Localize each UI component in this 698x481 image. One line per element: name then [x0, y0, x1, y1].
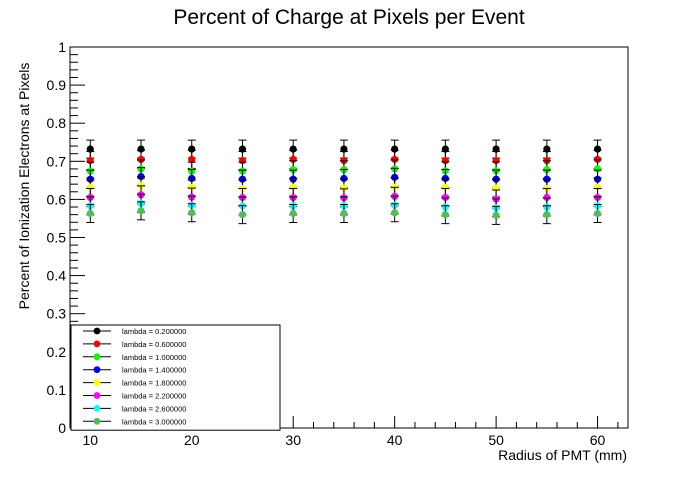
legend: lambda = 0.200000 lambda = 0.600000 lambda…: [70, 324, 281, 431]
legend-label: lambda = 3.000000: [122, 417, 186, 426]
y-tick-label: 0.9: [47, 77, 67, 93]
legend-marker: [93, 405, 101, 412]
data-point: [289, 155, 297, 163]
x-tick-label: 30: [285, 432, 301, 448]
legend-marker: [93, 392, 101, 399]
data-point: [86, 209, 94, 218]
y-tick-label: 0.1: [47, 382, 67, 398]
data-point: [441, 193, 449, 202]
y-tick-label: 0.5: [47, 230, 67, 246]
data-point: [593, 209, 602, 218]
data-point: [238, 211, 247, 219]
data-point: [188, 155, 196, 163]
data-point: [391, 173, 399, 181]
data-point: [340, 184, 348, 192]
data-point: [492, 156, 500, 165]
data-point: [543, 166, 551, 174]
data-point: [86, 145, 94, 153]
legend-marker: [93, 366, 101, 374]
data-point: [86, 183, 94, 191]
data-point: [492, 211, 500, 220]
data-point: [137, 145, 145, 153]
data-point: [340, 174, 348, 183]
y-tick-label: 0: [58, 420, 66, 436]
data-point: [340, 145, 348, 153]
x-tick-label: 10: [83, 432, 99, 448]
legend-marker: [93, 327, 101, 335]
y-tick-label: 1: [58, 39, 66, 55]
data-point: [543, 211, 551, 219]
y-tick-label: 0.3: [47, 306, 67, 322]
y-axis-label: Percent of Ionization Electrons at Pixel…: [16, 63, 32, 310]
x-tick-label: 40: [387, 432, 403, 448]
legend-label: lambda = 1.400000: [122, 366, 186, 375]
legend-label: lambda = 0.600000: [122, 340, 186, 349]
legend-marker: [93, 340, 101, 348]
chart-title: Percent of Charge at Pixels per Event: [173, 6, 525, 29]
data-point: [492, 145, 500, 153]
legend-marker: [93, 353, 101, 361]
legend-label: lambda = 2.600000: [122, 404, 186, 413]
x-tick-label: 20: [184, 432, 200, 448]
y-tick-label: 0.2: [47, 344, 67, 360]
legend-label: lambda = 1.000000: [122, 353, 186, 362]
series-group: [86, 139, 602, 159]
data-point: [441, 211, 449, 219]
data-point: [543, 175, 551, 183]
data-point: [289, 166, 297, 174]
x-tick-label: 50: [488, 432, 504, 448]
data-point: [289, 209, 297, 218]
data-points: [86, 139, 602, 225]
legend-marker: [93, 379, 101, 386]
data-point: [593, 155, 602, 163]
data-point: [188, 183, 196, 191]
data-point: [238, 145, 247, 153]
data-point: [188, 209, 196, 217]
data-point: [441, 156, 449, 165]
data-point: [188, 145, 196, 153]
data-point: [391, 145, 399, 153]
data-point: [137, 155, 145, 163]
data-point: [238, 175, 247, 183]
legend-label: lambda = 1.800000: [122, 379, 186, 388]
legend-label: lambda = 0.200000: [122, 327, 186, 336]
data-point: [593, 183, 602, 191]
data-point: [593, 165, 602, 173]
data-point: [137, 207, 145, 215]
data-point: [289, 183, 297, 191]
y-tick-label: 0.4: [47, 268, 67, 284]
y-tick-label: 0.6: [47, 191, 67, 207]
data-point: [441, 183, 449, 191]
legend-marker: [93, 417, 101, 425]
data-point: [593, 145, 602, 153]
legend-label: lambda = 2.200000: [122, 392, 186, 401]
x-axis-label: Radius of PMT (mm): [498, 447, 627, 463]
data-point: [289, 145, 297, 153]
data-point: [441, 145, 449, 153]
data-point: [543, 193, 551, 202]
legend-box: [70, 324, 281, 431]
x-tick-label: 60: [590, 432, 606, 448]
data-point: [543, 145, 551, 153]
data-point: [340, 209, 348, 218]
data-point: [391, 209, 399, 217]
data-point: [391, 155, 399, 163]
series-group: [86, 201, 602, 225]
y-tick-label: 0.8: [47, 115, 67, 131]
y-tick-label: 0.7: [47, 153, 67, 169]
